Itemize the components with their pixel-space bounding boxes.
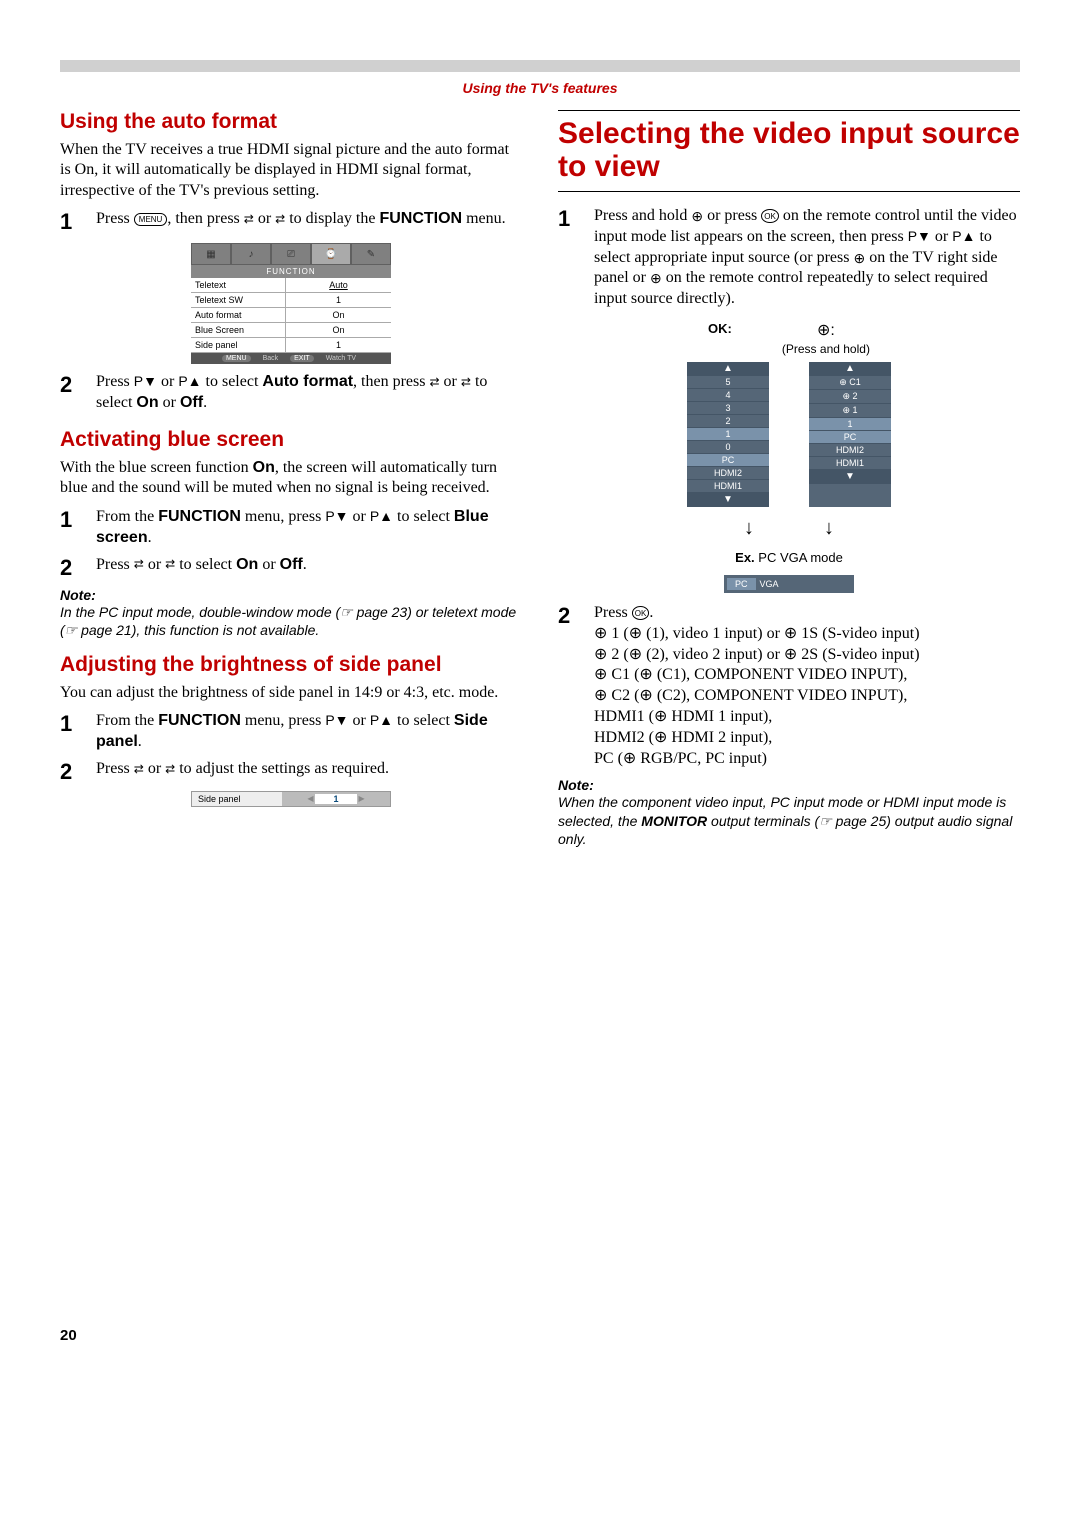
arrow-icon: ⇄ (165, 557, 175, 573)
step-body: Press and hold ⊕ or press OK on the remo… (594, 206, 1020, 310)
content-columns: Using the auto format When the TV receiv… (60, 110, 1020, 1344)
func-tabs: ▦ ♪ ⎚ ⌚ ✎ (191, 243, 391, 265)
step-number: 1 (60, 711, 80, 753)
func-row: Teletext SW1 (191, 293, 391, 308)
func-row: Blue ScreenOn (191, 323, 391, 338)
arrow-icon: ⇄ (244, 212, 254, 228)
step-number: 1 (60, 507, 80, 549)
tab-icon: ▦ (191, 243, 231, 265)
step-number: 2 (60, 555, 80, 579)
right-column: Selecting the video input source to view… (558, 110, 1020, 1344)
divider (558, 110, 1020, 111)
diagram-top-labels: OK: ⊕:(Press and hold) (649, 320, 929, 358)
sec3-heading: Adjusting the brightness of side panel (60, 653, 522, 677)
note-body: When the component video input, PC input… (558, 793, 1020, 848)
page-number: 20 (60, 1327, 522, 1344)
step-number: 1 (558, 206, 578, 310)
header-bar (60, 60, 1020, 72)
sec2-step1: 1 From the FUNCTION menu, press P▼ or P▲… (60, 507, 522, 549)
input-line: ⊕ 1 (⊕ (1), video 1 input) or ⊕ 1S (S-vi… (594, 625, 920, 642)
tab-icon: ⌚ (311, 243, 351, 265)
sec1-step2: 2 Press P▼ or P▲ to select Auto format, … (60, 372, 522, 414)
func-row: Auto formatOn (191, 308, 391, 323)
func-row: TeletextAuto (191, 278, 391, 293)
sec2-intro: With the blue screen function On, the sc… (60, 458, 522, 499)
tab-icon: ✎ (351, 243, 391, 265)
header-title: Using the TV's features (60, 76, 1020, 110)
input-diagram: OK: ⊕:(Press and hold) ▲ 5 4 3 2 1 0 PC … (649, 320, 929, 593)
sec2-step2: 2 Press ⇄ or ⇄ to select On or Off. (60, 555, 522, 579)
divider (558, 191, 1020, 192)
step-body: From the FUNCTION menu, press P▼ or P▲ t… (96, 711, 522, 753)
func-row: Side panel1 (191, 338, 391, 353)
menu-icon: MENU (134, 213, 168, 226)
arrow-icon: ⇄ (134, 762, 144, 778)
step-body: From the FUNCTION menu, press P▼ or P▲ t… (96, 507, 522, 549)
step-number: 1 (60, 209, 80, 233)
sec3-step1: 1 From the FUNCTION menu, press P▼ or P▲… (60, 711, 522, 753)
step-body: Press OK. ⊕ 1 (⊕ (1), video 1 input) or … (594, 603, 1020, 769)
diagram-arrows: ↓↓ (649, 517, 929, 540)
function-menu-diagram: ▦ ♪ ⎚ ⌚ ✎ FUNCTION TeletextAuto Teletext… (191, 243, 391, 364)
sec3-step2: 2 Press ⇄ or ⇄ to adjust the settings as… (60, 759, 522, 783)
input-list-ok: ▲ 5 4 3 2 1 0 PC HDMI2 HDMI1 ▼ (687, 362, 769, 507)
note-label: Note: (558, 777, 1020, 793)
tab-icon: ♪ (231, 243, 271, 265)
side-panel-diagram: Side panel ◀1▶ (191, 791, 391, 807)
arrow-icon: ⇄ (461, 375, 471, 391)
sec1-heading: Using the auto format (60, 110, 522, 134)
func-title: FUNCTION (191, 265, 391, 278)
input-icon: ⊕ (691, 208, 703, 224)
right-step1: 1 Press and hold ⊕ or press OK on the re… (558, 206, 1020, 310)
tab-icon: ⎚ (271, 243, 311, 265)
arrow-icon: ⇄ (275, 212, 285, 228)
sec1-intro: When the TV receives a true HDMI signal … (60, 140, 522, 201)
input-line: HDMI2 (⊕ HDMI 2 input), (594, 729, 772, 746)
sec3-intro: You can adjust the brightness of side pa… (60, 683, 522, 703)
left-column: Using the auto format When the TV receiv… (60, 110, 522, 1344)
sec1-step1: 1 Press MENU, then press ⇄ or ⇄ to displ… (60, 209, 522, 233)
diagram-pcvga: PCVGA (724, 575, 854, 593)
input-line: ⊕ C1 (⊕ (C1), COMPONENT VIDEO INPUT), (594, 666, 907, 683)
side-panel-label: Side panel (192, 792, 282, 806)
input-icon: ⊕ (853, 250, 865, 266)
ok-icon: OK (761, 209, 779, 223)
sec2-heading: Activating blue screen (60, 428, 522, 452)
input-line: ⊕ 2 (⊕ (2), video 2 input) or ⊕ 2S (S-vi… (594, 646, 920, 663)
input-list-input: ▲ ⊕ C1 ⊕ 2 ⊕ 1 1 PC HDMI2 HDMI1 ▼ (809, 362, 891, 507)
note-label: Note: (60, 587, 522, 603)
step-body: Press MENU, then press ⇄ or ⇄ to display… (96, 209, 522, 233)
arrow-icon: ⇄ (134, 557, 144, 573)
down-arrow-icon: ↓ (744, 517, 754, 540)
step-number: 2 (60, 372, 80, 414)
func-hints: MENUBack EXITWatch TV (191, 353, 391, 364)
ok-icon: OK (632, 606, 650, 620)
diagram-lists: ▲ 5 4 3 2 1 0 PC HDMI2 HDMI1 ▼ ▲ ⊕ C1 ⊕ … (649, 362, 929, 507)
step-body: Press ⇄ or ⇄ to adjust the settings as r… (96, 759, 522, 783)
right-heading: Selecting the video input source to view (558, 117, 1020, 183)
input-icon: ⊕ (650, 271, 662, 287)
input-line: HDMI1 (⊕ HDMI 1 input), (594, 708, 772, 725)
input-line: PC (⊕ RGB/PC, PC input) (594, 750, 767, 767)
diagram-example-label: Ex. PC VGA mode (649, 550, 929, 565)
arrow-icon: ⇄ (165, 762, 175, 778)
side-panel-value: ◀1▶ (282, 792, 390, 806)
step-body: Press ⇄ or ⇄ to select On or Off. (96, 555, 522, 579)
arrow-icon: ⇄ (429, 375, 439, 391)
input-line: ⊕ C2 (⊕ (C2), COMPONENT VIDEO INPUT), (594, 687, 907, 704)
step-number: 2 (60, 759, 80, 783)
note-body: In the PC input mode, double-window mode… (60, 603, 522, 639)
right-step2: 2 Press OK. ⊕ 1 (⊕ (1), video 1 input) o… (558, 603, 1020, 769)
down-arrow-icon: ↓ (824, 517, 834, 540)
step-number: 2 (558, 603, 578, 769)
step-body: Press P▼ or P▲ to select Auto format, th… (96, 372, 522, 414)
